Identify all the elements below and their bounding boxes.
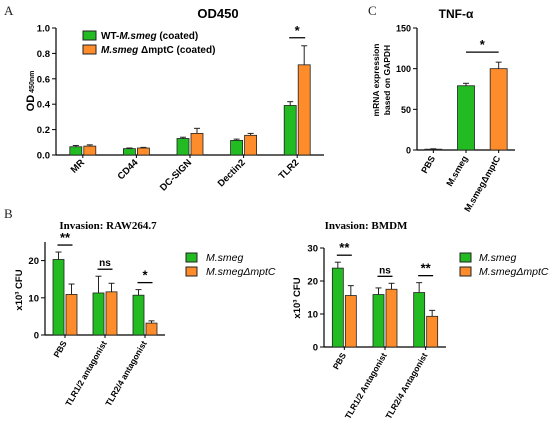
chart-br-ytick-label: 10 <box>307 310 318 321</box>
chart-bl-xtick-label: TLR1/2 antagonist <box>63 339 109 408</box>
chart-a-xtick-label: MR <box>69 157 87 175</box>
chart-br-bar <box>372 294 385 348</box>
chart-a-ytick-label: 0.8 <box>37 49 50 60</box>
chart-br-xtick-label: PBS <box>331 351 349 371</box>
legend-br-swatch-mutant <box>459 266 472 277</box>
chart-bl-legend: M.smeg M.smegΔmptC <box>185 252 276 278</box>
chart-bl-significance-label: * <box>142 268 148 283</box>
panel-letter-a: A <box>4 3 14 18</box>
chart-c-ytick-label: 150 <box>396 24 411 34</box>
chart-br-title: Invasion: BMDM <box>325 220 408 232</box>
chart-a-bar <box>136 147 150 156</box>
chart-a-bar <box>230 139 244 156</box>
chart-br-xtick-label: TLR1/2 Antagonist <box>343 351 389 421</box>
chart-c-ytick-label: 0 <box>406 146 411 156</box>
chart-br-significance-label: ns <box>379 265 391 276</box>
chart-br-xtick-label: TLR2/4 Antagonist <box>383 351 429 421</box>
legend-label-wt: WT-M.smeg (coated) <box>101 31 198 42</box>
chart-bl-bar <box>132 294 145 336</box>
chart-c-xtick-label: M.smeg <box>444 154 469 188</box>
chart-br-bar <box>385 288 398 348</box>
chart-a-ytick-label: 1.0 <box>37 24 50 35</box>
legend-br-label-mutant: M.smegΔmptC <box>479 266 549 278</box>
chart-br-legend: M.smeg M.smegΔmptC <box>459 252 549 278</box>
panel-letter-b: B <box>4 206 13 221</box>
svg-text:OD450nm: OD 450nm <box>25 71 37 112</box>
chart-bl-ytick-label: 10 <box>28 293 39 304</box>
chart-a-bar <box>69 146 83 156</box>
chart-br-bar <box>426 315 439 348</box>
chart-br-bar <box>413 292 426 348</box>
chart-c-ylabel-line1: mRNA expression <box>371 44 381 117</box>
chart-br-bar <box>331 267 344 348</box>
chart-b-raw264: Invasion: RAW264.7 M.smeg M.smegΔmptC 0 1… <box>14 220 276 408</box>
chart-br-ytick-label: 30 <box>307 244 318 255</box>
chart-a-bar <box>297 64 311 156</box>
chart-a-xtick-label: Dectin2 <box>216 157 248 189</box>
legend-bl-swatch-mutant <box>185 266 198 277</box>
legend-label-mutant: M.smeg ΔmptC (coated) <box>101 45 215 56</box>
chart-a-bar <box>123 148 136 156</box>
chart-a-ytick-label: 0.0 <box>37 151 50 162</box>
chart-a-xtick-label: TLR2 <box>277 157 302 182</box>
chart-a-ytick-label: 0.4 <box>37 100 51 111</box>
chart-c-bar <box>489 68 508 151</box>
chart-c-xtick-label: M.smegΔmptC <box>462 154 502 214</box>
chart-a-title: OD450 <box>197 6 238 21</box>
chart-a-ylabel: OD 450nm <box>25 71 37 112</box>
chart-a-bar <box>244 134 258 156</box>
chart-bl-ylabel: x10³ CFU <box>14 269 25 310</box>
chart-c-title: TNF-α <box>439 7 474 21</box>
legend-bl-swatch-smeg <box>185 252 198 263</box>
chart-br-ytick-label: 0 <box>313 343 318 354</box>
legend-swatch-mutant <box>82 44 97 55</box>
chart-a-bar <box>83 145 97 156</box>
chart-a-bar <box>176 138 190 156</box>
chart-br-significance-label: ** <box>339 240 350 255</box>
chart-bl-bar <box>105 291 118 336</box>
chart-a-ytick-label: 0.2 <box>37 125 50 136</box>
chart-bl-bar <box>145 322 158 336</box>
chart-bl-bar <box>52 259 65 336</box>
chart-a-ylabel-sub: 450nm <box>29 71 36 93</box>
chart-a-bar <box>190 133 204 156</box>
chart-c-ytick-label: 50 <box>401 105 411 115</box>
legend-bl-label-mutant: M.smegΔmptC <box>206 266 276 278</box>
panel-letter-c: C <box>368 3 377 18</box>
chart-bl-xtick-label: TLR2/4 antagonist <box>103 339 149 408</box>
chart-br-significance-label: ** <box>421 261 432 276</box>
legend-br-label-smeg: M.smeg <box>479 252 517 264</box>
chart-a-ytick-label: 0.6 <box>37 74 50 85</box>
chart-c-significance-label: * <box>480 37 486 52</box>
chart-c-tnf: TNF-α mRNA expression based on GAPDH 0 50… <box>371 7 515 214</box>
chart-bl-bar <box>92 292 105 336</box>
chart-c-ytick-label: 100 <box>396 64 411 74</box>
chart-bl-ytick-label: 0 <box>34 331 39 342</box>
chart-br-bar <box>344 295 357 348</box>
chart-c-ylabel-line2: based on GAPDH <box>382 45 392 115</box>
chart-bl-bar <box>65 294 78 336</box>
chart-a-od450: OD450 OD 450nm WT-M.smeg (coated) M.smeg … <box>25 6 324 193</box>
chart-c-bar <box>424 148 443 151</box>
chart-bl-ytick-label: 20 <box>28 256 39 267</box>
chart-c-xtick-label: PBS <box>419 154 437 175</box>
legend-bl-label-smeg: M.smeg <box>206 252 244 264</box>
chart-bl-significance-label: ns <box>99 258 111 269</box>
chart-a-xtick-label: DC-SIGN <box>158 157 194 193</box>
chart-b-bmdm: Invasion: BMDM M.smeg M.smegΔmptC 0 10 20 3… <box>292 220 549 421</box>
chart-a-bar <box>283 105 297 156</box>
chart-a-xtick-label: CD44 <box>116 157 141 182</box>
legend-br-swatch-smeg <box>459 252 472 263</box>
chart-a-legend: WT-M.smeg (coated) M.smeg ΔmptC (coated) <box>82 30 215 56</box>
legend-swatch-wt <box>82 30 97 41</box>
chart-br-ylabel: x10³ CFU <box>292 277 303 318</box>
chart-a-ylabel-main: OD <box>25 95 37 112</box>
chart-bl-title: Invasion: RAW264.7 <box>59 220 157 232</box>
chart-a-significance-label: * <box>295 23 301 38</box>
chart-bl-xtick-label: PBS <box>51 339 69 359</box>
chart-bl-significance-label: ** <box>60 230 71 245</box>
chart-c-bar <box>457 85 475 151</box>
chart-br-ytick-label: 20 <box>307 277 318 288</box>
